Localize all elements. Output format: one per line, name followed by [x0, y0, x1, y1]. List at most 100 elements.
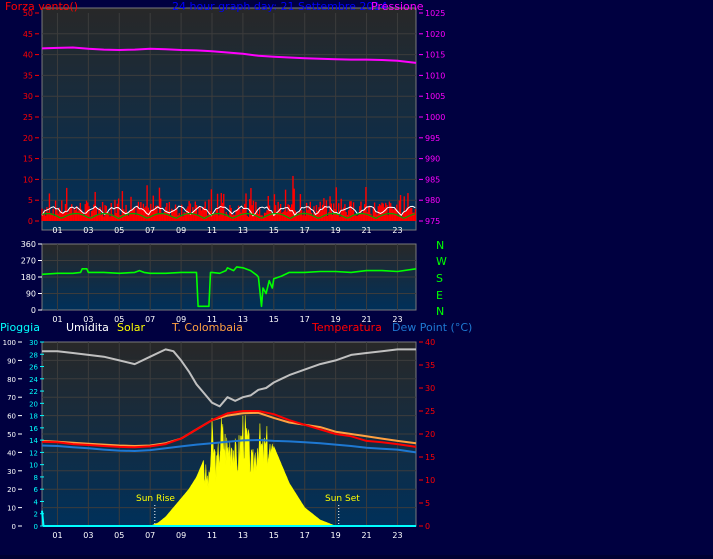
x-tick-label: 21 — [361, 226, 371, 235]
direction-y-tick: 180 — [21, 273, 36, 282]
dewpoint-line — [41, 439, 417, 454]
compass-e: E — [436, 289, 443, 302]
pressure-y-tick: 1020 — [425, 30, 445, 39]
x-tick-label: 11 — [207, 315, 217, 324]
wind-pressure-grid — [42, 13, 416, 221]
humidity-y-tick: 20 — [7, 486, 16, 494]
rain-y-tick: 16 — [29, 425, 38, 433]
x-tick-label: 17 — [300, 315, 310, 324]
x-tick-label: 13 — [238, 531, 248, 540]
x-tick-label: 19 — [331, 226, 341, 235]
x-tick-label: 07 — [145, 226, 155, 235]
pressure-y-tick: 985 — [425, 175, 440, 184]
wind-y-tick: 5 — [28, 196, 33, 205]
wind-pressure-axes: 01 03 05 07 09 11 13 15 17 19 21 230510152025303540… — [23, 9, 446, 235]
temperature-y-tick: 10 — [425, 476, 435, 485]
compass-s: S — [436, 272, 443, 285]
direction-series — [41, 266, 417, 308]
x-tick-label: 09 — [176, 531, 186, 540]
x-tick-label: 01 — [52, 531, 62, 540]
rain-y-tick: 6 — [34, 486, 39, 494]
x-tick-label: 19 — [331, 531, 341, 540]
temperature-y-tick: 20 — [425, 430, 435, 439]
x-tick-label: 13 — [238, 315, 248, 324]
humidity-y-tick: 80 — [7, 376, 16, 384]
rain-y-tick: 26 — [29, 364, 38, 372]
pressure-y-tick: 975 — [425, 217, 440, 226]
direction-axes: 01 03 05 07 09 11 13 15 17 19 21 23 0 90 180 270 360 — [21, 240, 403, 324]
humidity-y-tick: 100 — [3, 339, 16, 347]
humidity-y-tick: 0 — [12, 523, 16, 531]
x-tick-label: 15 — [269, 531, 279, 540]
temp-humidity-series — [41, 348, 417, 527]
direction-y-tick: 0 — [31, 306, 36, 315]
wind-pressure-series — [41, 46, 417, 64]
x-tick-label: 05 — [114, 226, 124, 235]
rain-y-tick: 8 — [34, 474, 38, 482]
temperature-y-tick: 15 — [425, 453, 435, 462]
wind-y-tick: 30 — [23, 92, 33, 101]
x-tick-label: 21 — [361, 531, 371, 540]
legend-humidity: Umidita — [66, 321, 109, 334]
pressure-y-tick: 1005 — [425, 92, 445, 101]
pressure-y-tick: 1025 — [425, 9, 445, 18]
x-tick-label: 23 — [392, 531, 402, 540]
temperature-y-tick: 5 — [425, 499, 430, 508]
wind-axis-label: Forza vento() — [5, 0, 78, 13]
rain-y-tick: 0 — [34, 523, 38, 531]
temperature-y-tick: 40 — [425, 338, 435, 347]
rain-y-tick: 10 — [29, 462, 38, 470]
pressure-y-tick: 990 — [425, 155, 440, 164]
temperature-line — [41, 410, 417, 449]
rain-y-tick: 2 — [34, 511, 38, 519]
rain-y-tick: 18 — [29, 413, 38, 421]
direction-grid — [42, 244, 416, 310]
rain-y-tick: 20 — [29, 400, 38, 408]
x-tick-label: 19 — [331, 315, 341, 324]
x-tick-label: 13 — [238, 226, 248, 235]
humidity-y-tick: 10 — [7, 505, 16, 513]
rain-y-tick: 24 — [29, 376, 38, 384]
wind-average-line — [41, 212, 416, 220]
graph-title: 24 hour graph day: 21 Settembre 2014 — [172, 0, 387, 13]
humidity-y-tick: 40 — [7, 449, 16, 457]
x-tick-label: 21 — [361, 315, 371, 324]
x-tick-label: 03 — [83, 531, 93, 540]
pressure-y-tick: 995 — [425, 134, 440, 143]
x-tick-label: 03 — [83, 315, 93, 324]
humidity-line — [42, 348, 416, 408]
humidity-y-tick: 60 — [7, 413, 16, 421]
x-tick-label: 15 — [269, 226, 279, 235]
x-tick-label: 17 — [300, 226, 310, 235]
x-tick-label: 05 — [114, 531, 124, 540]
humidity-y-tick: 70 — [7, 394, 16, 402]
wind-y-tick: 15 — [23, 155, 33, 164]
x-tick-label: 03 — [83, 226, 93, 235]
rain-y-tick: 30 — [29, 339, 38, 347]
x-tick-label: 07 — [145, 315, 155, 324]
compass-n-top: N — [436, 239, 444, 252]
sunrise-label: Sun Rise — [136, 494, 175, 504]
wind-y-tick: 40 — [23, 51, 33, 60]
wind-y-tick: 10 — [23, 175, 33, 184]
wind-pressure-plot-area — [41, 7, 417, 231]
x-tick-label: 23 — [392, 315, 402, 324]
pressure-y-tick: 1010 — [425, 71, 445, 80]
rain-y-tick: 28 — [29, 351, 38, 359]
pressure-y-tick: 980 — [425, 196, 440, 205]
legend-dew-point: Dew Point (°C) — [392, 321, 472, 334]
temp-humidity-axes: 01 03 05 07 09 11 13 15 17 19 21 230102030405060708… — [3, 338, 436, 540]
x-tick-label: 11 — [207, 531, 217, 540]
x-tick-label: 09 — [176, 315, 186, 324]
x-tick-label: 07 — [145, 531, 155, 540]
rain-y-tick: 12 — [29, 449, 38, 457]
wind-y-tick: 25 — [23, 113, 33, 122]
temperature-y-tick: 35 — [425, 361, 435, 370]
solar-area — [150, 415, 336, 527]
x-tick-label: 01 — [52, 315, 62, 324]
direction-y-tick: 90 — [26, 290, 36, 299]
wind-y-tick: 35 — [23, 71, 33, 80]
x-tick-label: 17 — [300, 531, 310, 540]
x-tick-label: 09 — [176, 226, 186, 235]
